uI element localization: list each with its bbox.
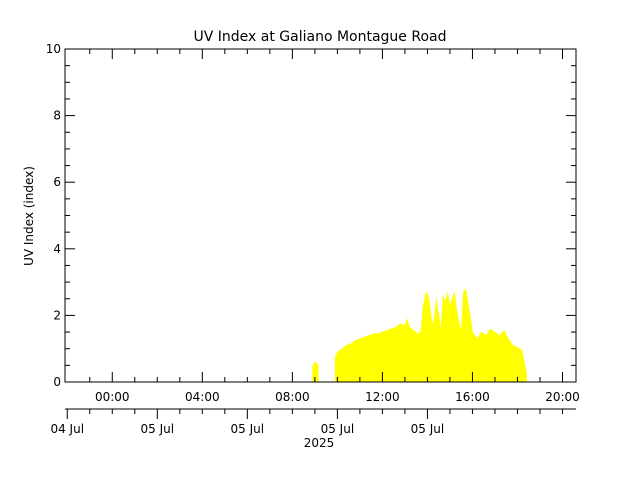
y-tick-label: 6 xyxy=(53,175,61,189)
uv-area-segment-1 xyxy=(334,288,527,383)
date-axis-label: 05 Jul xyxy=(231,422,265,436)
date-axis-label: 04 Jul xyxy=(50,422,84,436)
uv-area-series xyxy=(312,288,527,383)
x-tick-label-time: 16:00 xyxy=(455,390,490,404)
y-tick-label: 0 xyxy=(53,375,61,389)
x-tick-label-time: 00:00 xyxy=(95,390,130,404)
y-tick-label: 2 xyxy=(53,308,61,322)
plot-axes: 0 2 4 6 8 10 00:00 04:00 08:00 12:00 16:00 20:00 xyxy=(46,42,580,404)
date-axis-label: 05 Jul xyxy=(411,422,445,436)
x-tick-label-time: 20:00 xyxy=(545,390,580,404)
chart-title: UV Index at Galiano Montague Road xyxy=(194,29,447,45)
date-axis-label: 05 Jul xyxy=(321,422,355,436)
y-tick-label: 4 xyxy=(53,242,61,256)
plot-frame xyxy=(64,48,577,383)
x-tick-label-time: 08:00 xyxy=(275,390,310,404)
date-axis-label: 05 Jul xyxy=(141,422,175,436)
uv-area-segment-0 xyxy=(312,361,319,383)
x-tick-label-time: 12:00 xyxy=(365,390,400,404)
date-axis: 04 Jul 05 Jul 05 Jul 05 Jul 05 Jul xyxy=(50,408,576,436)
y-tick-label: 10 xyxy=(46,42,61,56)
y-axis-label: UV Index (index) xyxy=(22,166,36,266)
x-axis-year-label: 2025 xyxy=(304,436,335,450)
x-tick-label-time: 04:00 xyxy=(185,390,220,404)
y-tick-label: 8 xyxy=(53,109,61,123)
